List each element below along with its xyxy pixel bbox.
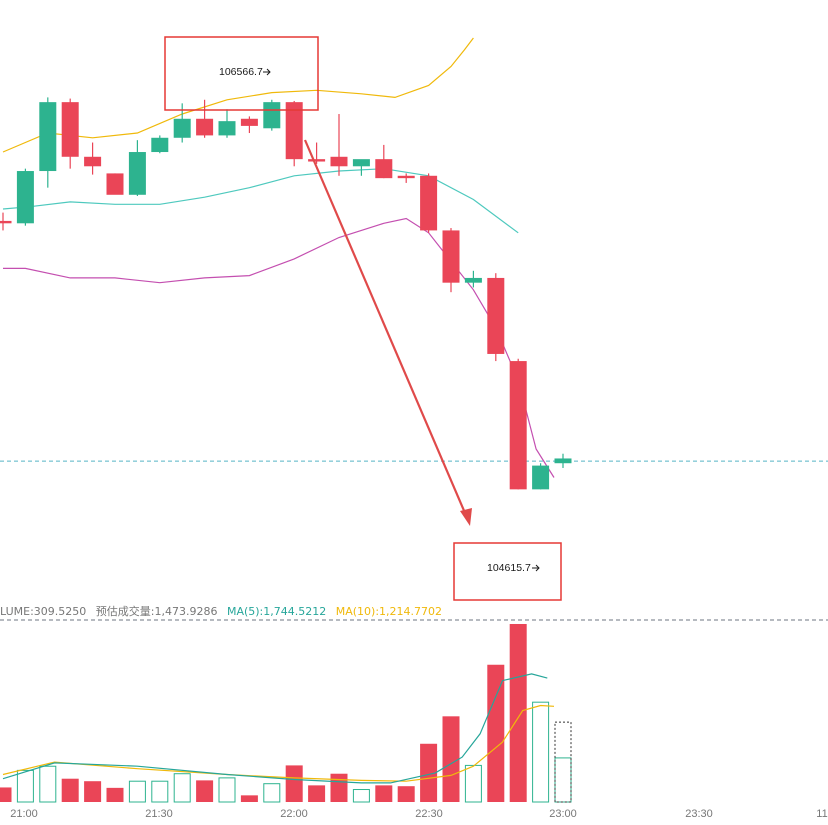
volume-bar — [509, 623, 527, 802]
candle-body — [554, 458, 572, 464]
volume-bar — [240, 795, 258, 802]
candle-body — [285, 102, 303, 160]
volume-legend-estimated: 预估成交量:1,473.9286 — [95, 605, 218, 618]
volume-bar — [128, 780, 146, 803]
low-price-label: 104615.7 — [487, 562, 531, 574]
volume-bar — [285, 765, 303, 802]
low-price-arrow-icon — [532, 564, 540, 572]
x-axis-tick-label: 22:30 — [415, 808, 443, 820]
candle-body — [352, 159, 370, 167]
candle-body — [106, 173, 124, 195]
candle-body — [509, 361, 527, 490]
volume-bar — [16, 769, 34, 803]
bollinger-lower-line — [3, 217, 555, 478]
volume-legend: LUME:309.5250 预估成交量:1,473.9286 MA(5):1,7… — [0, 603, 448, 619]
volume-legend-value: LUME:309.5250 — [0, 605, 87, 618]
x-axis-tick-label: 21:30 — [145, 808, 173, 820]
high-highlight-box — [164, 36, 319, 111]
volume-ma5-line — [2, 673, 548, 784]
volume-bar — [554, 757, 572, 803]
annotation-arrow-line — [303, 139, 467, 514]
candle-body — [532, 465, 550, 490]
candle-body — [218, 121, 236, 136]
candle-body — [487, 277, 505, 354]
candle-body — [84, 156, 102, 167]
candle-body — [442, 230, 460, 283]
bollinger-upper-line — [2, 37, 474, 153]
candle-body — [397, 175, 415, 179]
x-axis-tick-label: 22:00 — [280, 808, 308, 820]
high-price-label: 106566.7 — [219, 66, 263, 78]
volume-bar — [173, 773, 191, 803]
candle-body — [39, 102, 57, 172]
volume-bar — [375, 785, 393, 802]
candle-body — [196, 118, 214, 136]
x-axis-tick-label: 23:30 — [685, 808, 713, 820]
volume-legend-ma10: MA(10):1,214.7702 — [335, 605, 443, 618]
volume-bar — [397, 786, 415, 802]
candle-body — [308, 159, 326, 162]
x-axis-tick-label: 11 — [816, 808, 827, 820]
volume-ma10-line — [2, 704, 555, 782]
volume-bar — [308, 785, 326, 802]
volume-bar — [330, 773, 348, 802]
x-axis-tick-label: 23:00 — [549, 808, 577, 820]
volume-bar — [263, 783, 281, 803]
candle-body — [173, 118, 191, 138]
volume-bar — [420, 743, 438, 802]
high-price-arrow-icon — [263, 68, 271, 76]
volume-bar — [39, 765, 57, 803]
candle-body — [263, 102, 281, 129]
candle-body — [420, 175, 438, 231]
candle-body — [61, 102, 79, 157]
candle-body — [16, 171, 34, 224]
volume-bar — [61, 778, 79, 802]
low-highlight-box — [453, 542, 562, 601]
volume-legend-ma5: MA(5):1,744.5212 — [226, 605, 327, 618]
candle-body — [464, 277, 482, 283]
candle-body — [330, 156, 348, 167]
candle-body — [0, 220, 12, 224]
volume-bar — [84, 781, 102, 802]
annotation-arrow-head — [460, 508, 472, 526]
volume-bar — [196, 780, 214, 802]
volume-bar — [218, 777, 236, 803]
volume-bar — [352, 789, 370, 803]
volume-bar — [442, 716, 460, 802]
candle-body — [151, 137, 169, 153]
volume-bar — [106, 787, 124, 802]
volume-bar — [487, 664, 505, 802]
candle-body — [240, 118, 258, 126]
bollinger-middle-line — [2, 168, 519, 234]
volume-bar — [532, 701, 550, 803]
x-axis-tick-label: 21:00 — [10, 808, 38, 820]
volume-bar — [151, 780, 169, 803]
candle-body — [128, 152, 146, 195]
volume-bar — [464, 764, 482, 803]
candle-body — [375, 159, 393, 179]
estimated-volume-bar — [554, 721, 572, 803]
volume-bar — [0, 787, 12, 802]
